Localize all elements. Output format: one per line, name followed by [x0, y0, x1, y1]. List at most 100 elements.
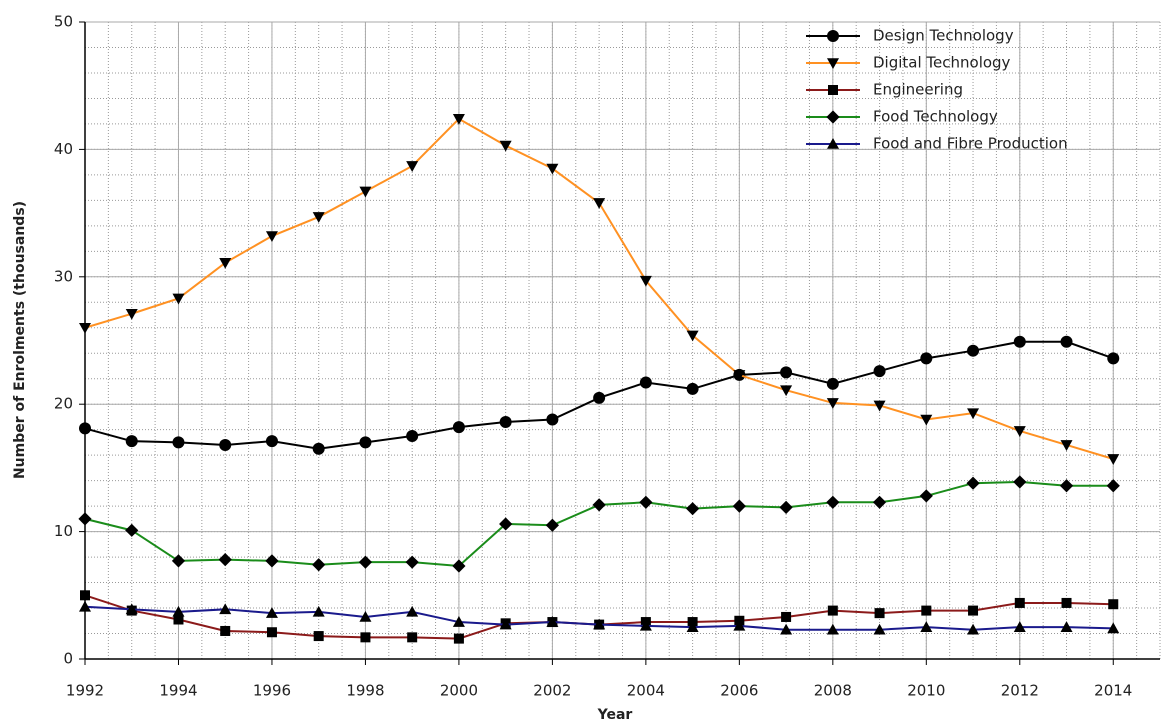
data-point	[733, 619, 746, 631]
data-point	[968, 605, 979, 616]
data-point	[265, 554, 279, 568]
x-tick-label: 1992	[66, 682, 104, 700]
legend-marker	[826, 110, 840, 124]
legend-label: Design Technology	[873, 27, 1014, 45]
data-point	[360, 632, 371, 643]
data-point	[686, 330, 699, 342]
data-point	[313, 631, 324, 642]
data-point	[406, 161, 419, 172]
legend-marker	[827, 58, 839, 69]
data-point	[780, 385, 793, 397]
data-point	[1107, 454, 1120, 465]
data-point	[967, 408, 980, 420]
data-point	[452, 616, 465, 627]
data-point	[873, 365, 886, 378]
data-point	[125, 435, 138, 448]
data-point	[499, 618, 512, 630]
data-point	[686, 382, 699, 395]
data-point	[125, 603, 138, 615]
data-point	[639, 275, 652, 287]
data-point	[406, 430, 419, 443]
data-point	[499, 416, 512, 429]
data-point	[1013, 475, 1027, 489]
data-point	[359, 436, 372, 449]
legend-marker	[827, 30, 839, 42]
data-point	[781, 611, 792, 622]
data-point	[826, 398, 839, 409]
data-point	[125, 523, 139, 537]
data-point	[78, 512, 92, 526]
data-point	[780, 623, 793, 635]
data-point	[873, 623, 886, 635]
data-point	[827, 605, 838, 616]
data-point	[1060, 621, 1073, 632]
data-point	[80, 590, 90, 601]
data-point	[1060, 335, 1073, 348]
x-tick-label: 1998	[346, 682, 384, 700]
data-point	[920, 352, 933, 365]
data-point	[266, 627, 277, 638]
data-point	[593, 618, 606, 630]
legend-marker	[827, 138, 839, 149]
data-point	[920, 621, 933, 632]
legend-marker	[828, 85, 838, 95]
x-tick-label: 1994	[159, 682, 197, 700]
data-point	[265, 607, 278, 618]
data-point	[920, 414, 933, 426]
data-point	[312, 605, 325, 617]
y-axis-title: Number of Enrolments (thousands)	[12, 201, 28, 479]
x-tick-label: 2014	[1094, 682, 1132, 700]
data-point	[919, 489, 933, 503]
data-point	[359, 610, 372, 622]
data-point	[79, 322, 91, 334]
data-point	[1107, 622, 1120, 634]
data-point	[218, 553, 232, 567]
data-point	[826, 377, 839, 390]
data-point	[1013, 621, 1026, 632]
y-tick-label: 20	[54, 395, 73, 413]
data-point	[546, 413, 559, 426]
data-point	[874, 608, 885, 619]
data-point	[1060, 440, 1073, 451]
data-point	[545, 518, 559, 532]
x-axis-title: Year	[597, 707, 633, 723]
data-point	[312, 558, 326, 572]
data-point	[312, 442, 325, 455]
data-point	[265, 435, 278, 448]
data-point	[826, 623, 839, 635]
data-point	[407, 632, 418, 643]
y-tick-label: 10	[54, 522, 73, 540]
legend-label: Engineering	[873, 81, 963, 99]
x-tick-label: 2010	[907, 682, 945, 700]
data-point	[219, 438, 232, 451]
data-point	[452, 114, 465, 125]
data-point	[639, 495, 653, 509]
legend-label: Digital Technology	[873, 54, 1011, 72]
y-tick-label: 50	[54, 13, 73, 31]
legend-label: Food and Fibre Production	[873, 135, 1068, 153]
data-point	[967, 344, 980, 357]
data-point	[873, 400, 886, 412]
data-point	[966, 476, 980, 490]
data-point	[967, 623, 980, 635]
data-point	[592, 498, 606, 512]
data-point	[1106, 479, 1120, 493]
data-point	[732, 499, 746, 513]
data-point	[593, 391, 606, 404]
data-point	[452, 559, 466, 573]
data-point	[405, 555, 419, 569]
data-point	[826, 495, 840, 509]
data-point	[1061, 597, 1072, 608]
data-point	[125, 308, 138, 320]
data-point	[593, 198, 606, 209]
data-point	[499, 140, 512, 152]
data-point	[220, 625, 231, 636]
data-point	[872, 495, 887, 509]
data-point	[265, 231, 278, 243]
data-point	[779, 500, 793, 514]
data-point	[359, 186, 372, 198]
data-point	[219, 257, 232, 269]
data-point	[171, 554, 186, 568]
data-point	[639, 376, 652, 389]
